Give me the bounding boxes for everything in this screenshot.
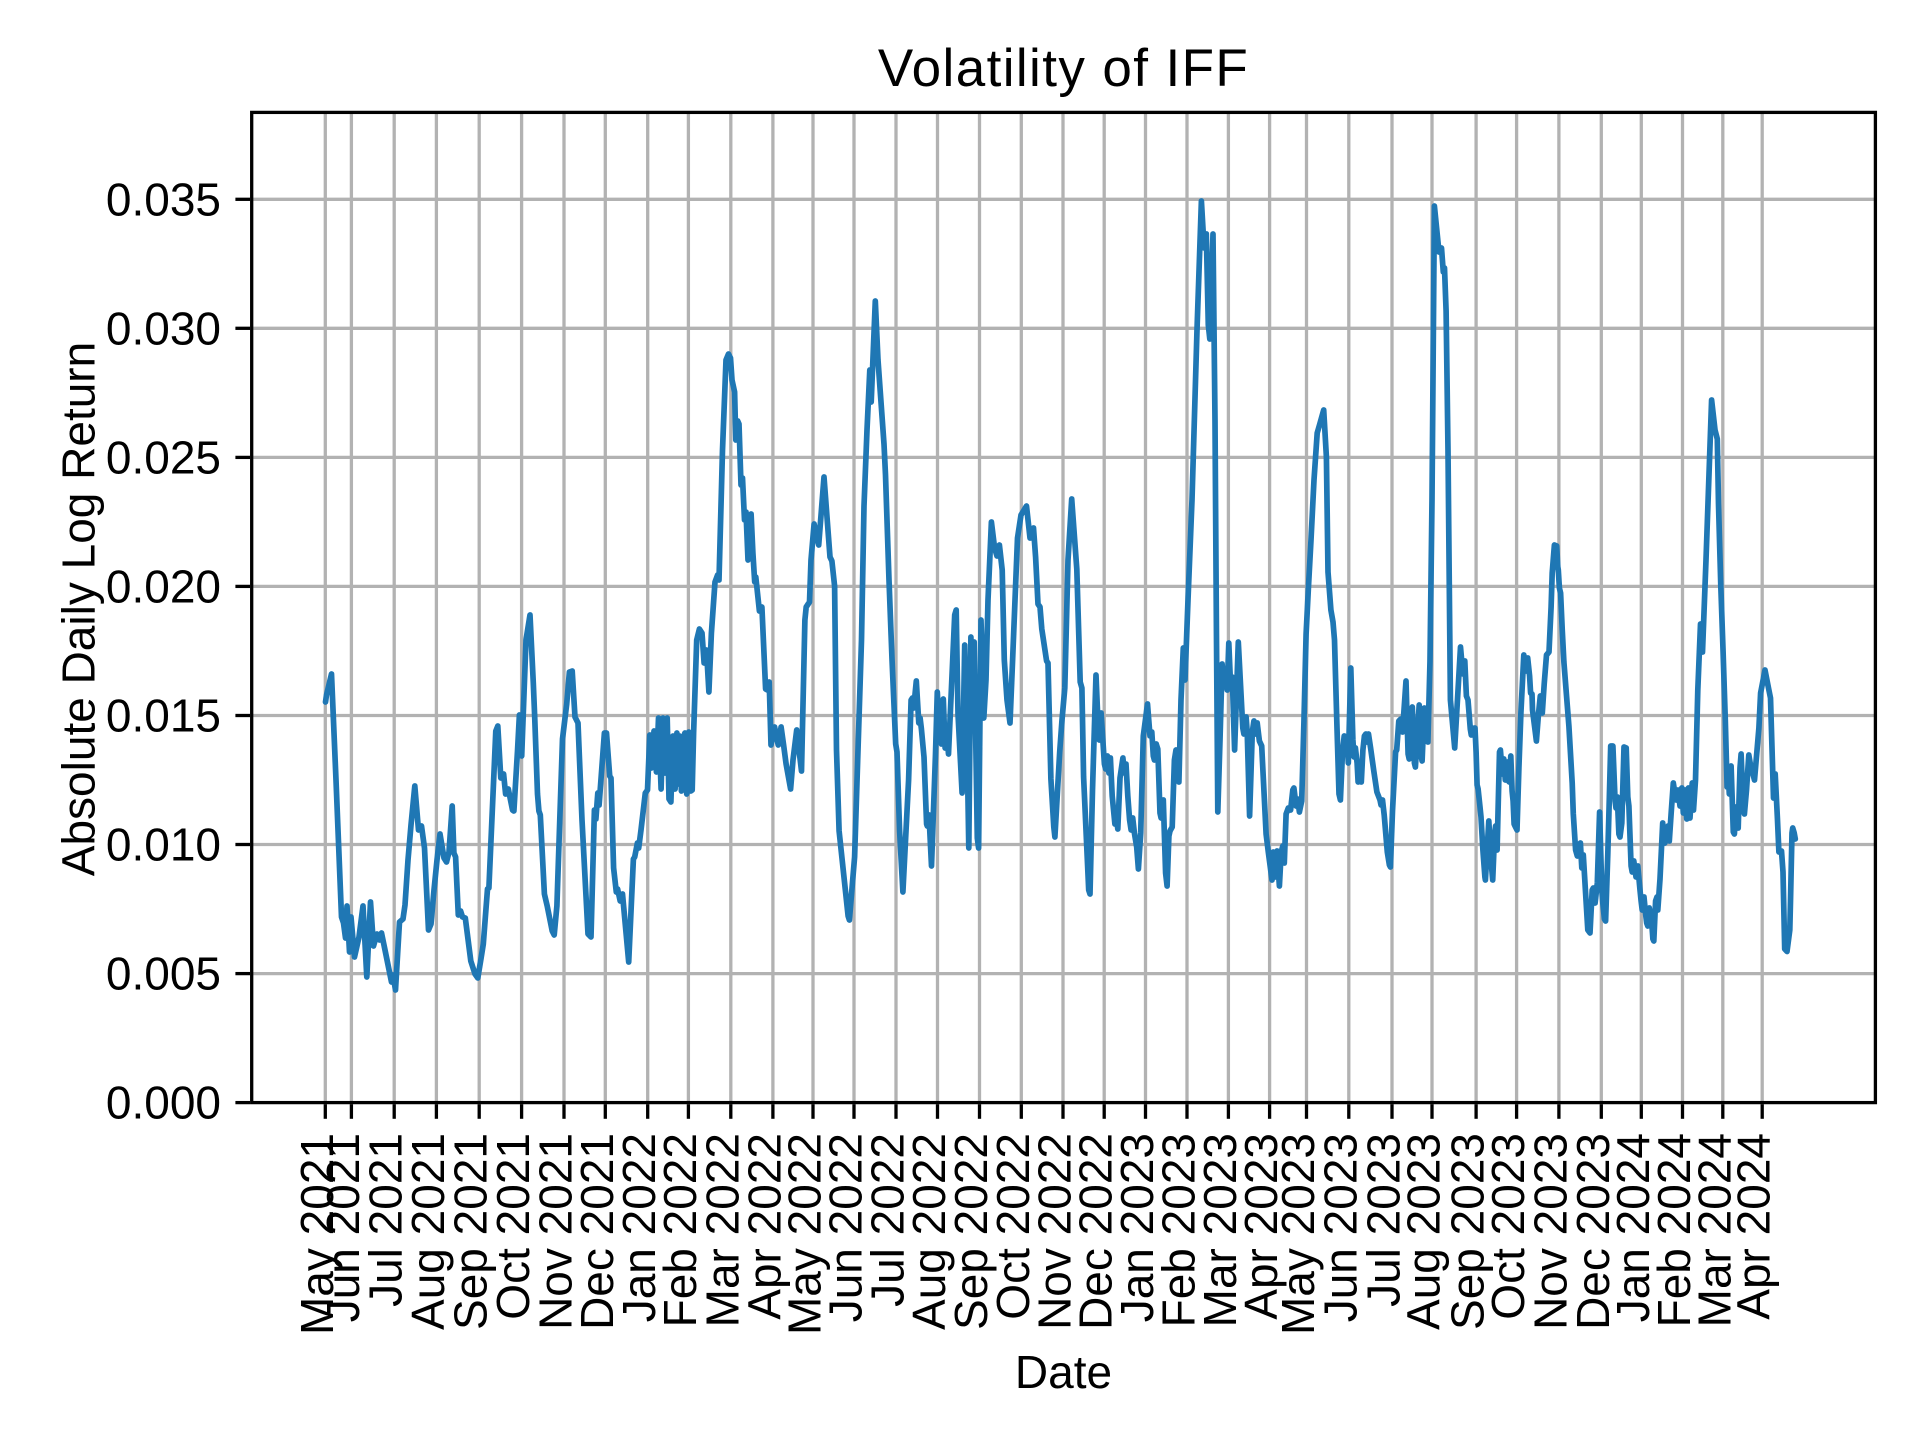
- svg-text:Date: Date: [1015, 1346, 1112, 1398]
- svg-text:Nov 2022: Nov 2022: [1029, 1133, 1081, 1330]
- svg-text:Nov 2023: Nov 2023: [1524, 1133, 1576, 1330]
- svg-text:Sep 2022: Sep 2022: [945, 1133, 997, 1330]
- svg-text:Sep 2023: Sep 2023: [1442, 1133, 1494, 1330]
- svg-text:0.020: 0.020: [106, 560, 221, 612]
- svg-text:Jan 2022: Jan 2022: [613, 1133, 665, 1322]
- svg-text:0.035: 0.035: [106, 173, 221, 225]
- svg-text:Jun 2023: Jun 2023: [1314, 1133, 1366, 1322]
- svg-text:Apr 2023: Apr 2023: [1235, 1133, 1287, 1320]
- svg-text:Mar 2023: Mar 2023: [1194, 1133, 1246, 1327]
- svg-text:Oct 2021: Oct 2021: [487, 1133, 539, 1320]
- svg-text:Jan 2024: Jan 2024: [1607, 1133, 1659, 1322]
- svg-text:Oct 2022: Oct 2022: [987, 1133, 1039, 1320]
- svg-text:Jul 2022: Jul 2022: [862, 1133, 914, 1307]
- svg-text:Jul 2023: Jul 2023: [1358, 1133, 1410, 1307]
- svg-text:Aug 2023: Aug 2023: [1398, 1133, 1450, 1330]
- svg-text:Jun 2021: Jun 2021: [317, 1133, 369, 1322]
- svg-text:Aug 2022: Aug 2022: [903, 1133, 955, 1330]
- svg-text:0.015: 0.015: [106, 690, 221, 742]
- svg-text:May 2021: May 2021: [291, 1133, 343, 1335]
- svg-text:Feb 2024: Feb 2024: [1648, 1133, 1700, 1327]
- svg-text:Nov 2021: Nov 2021: [530, 1133, 582, 1330]
- svg-text:Dec 2021: Dec 2021: [571, 1133, 623, 1330]
- svg-text:Oct 2023: Oct 2023: [1482, 1133, 1534, 1320]
- svg-text:Feb 2022: Feb 2022: [654, 1133, 706, 1327]
- svg-text:Sep 2021: Sep 2021: [445, 1133, 497, 1330]
- svg-text:0.010: 0.010: [106, 819, 221, 871]
- svg-text:Mar 2022: Mar 2022: [696, 1133, 748, 1327]
- svg-text:Feb 2023: Feb 2023: [1153, 1133, 1205, 1327]
- svg-text:0.000: 0.000: [106, 1077, 221, 1129]
- svg-text:Apr 2022: Apr 2022: [738, 1133, 790, 1320]
- svg-text:0.025: 0.025: [106, 431, 221, 483]
- svg-text:Apr 2024: Apr 2024: [1728, 1133, 1780, 1320]
- svg-text:Mar 2024: Mar 2024: [1688, 1133, 1740, 1327]
- svg-text:Jul 2021: Jul 2021: [360, 1133, 412, 1307]
- svg-text:0.005: 0.005: [106, 948, 221, 1000]
- svg-text:Absolute Daily Log Return: Absolute Daily Log Return: [53, 342, 105, 876]
- svg-text:Dec 2022: Dec 2022: [1070, 1133, 1122, 1330]
- svg-text:0.030: 0.030: [106, 302, 221, 354]
- svg-text:May 2023: May 2023: [1272, 1133, 1324, 1335]
- svg-text:Aug 2021: Aug 2021: [402, 1133, 454, 1330]
- svg-text:Volatility of IFF: Volatility of IFF: [878, 39, 1249, 98]
- svg-text:Dec 2023: Dec 2023: [1567, 1133, 1619, 1330]
- svg-text:Jun 2022: Jun 2022: [820, 1133, 872, 1322]
- svg-text:Jan 2023: Jan 2023: [1111, 1133, 1163, 1322]
- svg-text:May 2022: May 2022: [779, 1133, 831, 1335]
